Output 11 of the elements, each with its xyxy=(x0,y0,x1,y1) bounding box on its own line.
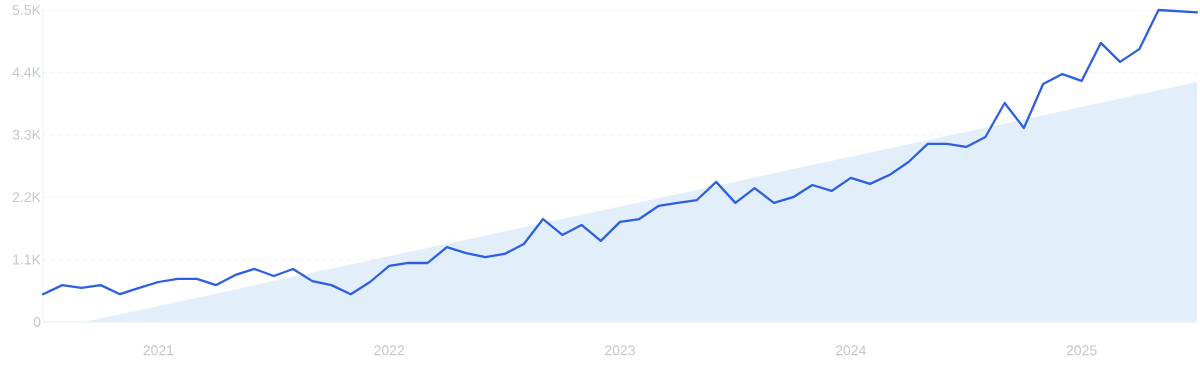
y-tick-label: 4.4K xyxy=(12,67,41,78)
x-tick-label: 2021 xyxy=(143,345,174,356)
x-tick-label: 2024 xyxy=(835,345,866,356)
y-tick-label: 5.5K xyxy=(12,5,41,15)
y-tick-label: 1.1K xyxy=(13,254,41,265)
x-tick-label: 2022 xyxy=(374,345,405,356)
x-tick-label: 2023 xyxy=(605,345,635,356)
y-tick-label: 2.2K xyxy=(12,192,41,203)
y-tick-label: 3.3K xyxy=(12,129,41,140)
x-tick-label: 2025 xyxy=(1066,345,1097,356)
y-tick-label: 0 xyxy=(33,317,41,327)
